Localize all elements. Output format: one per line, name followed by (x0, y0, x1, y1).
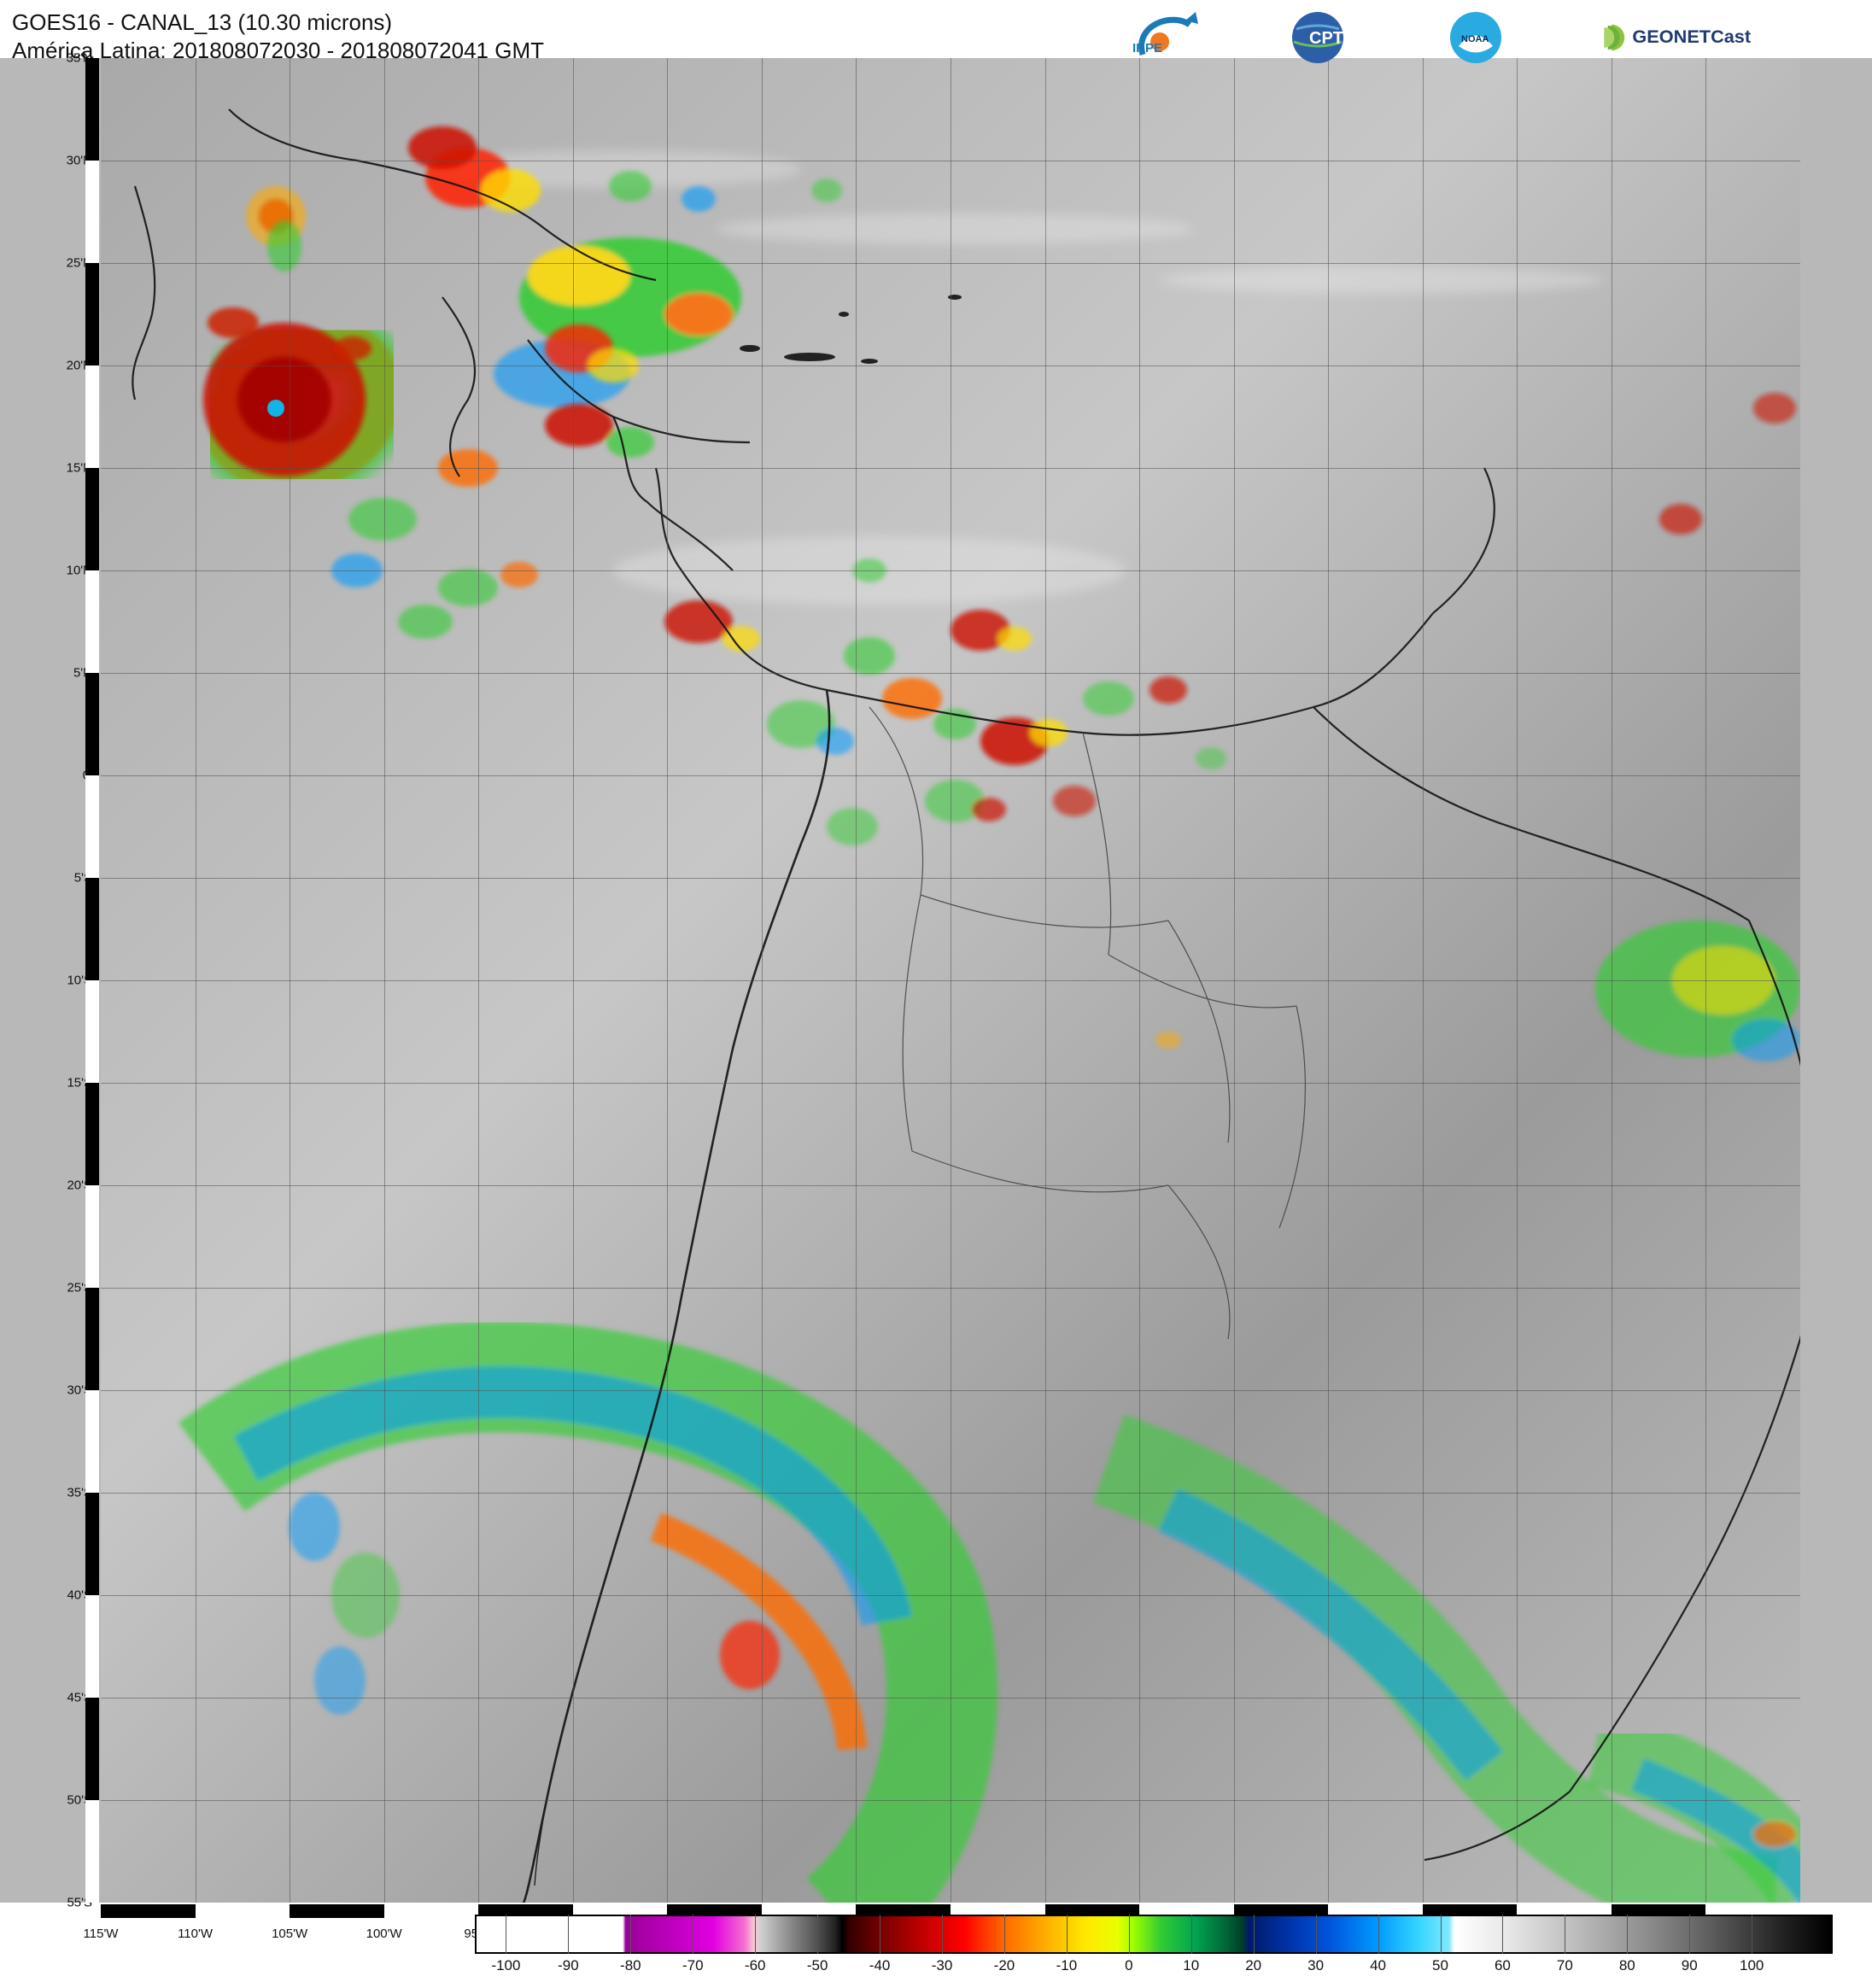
lat-bar-segment-7 (85, 775, 99, 878)
header-title: GOES16 - CANAL_13 (10.30 microns) (12, 9, 544, 37)
lat-bar-segment-0 (85, 58, 99, 161)
scale-label-100: 100 (1740, 1957, 1764, 1974)
latitude-tick-bar (85, 58, 99, 1903)
lon-bar-segment-2 (290, 1904, 384, 1918)
gridline-vertical-6 (667, 58, 668, 1903)
scale-tick--10 (1067, 1915, 1068, 1954)
lat-bar-segment-9 (85, 980, 99, 1083)
scale-label-80: 80 (1619, 1957, 1635, 1974)
scale-label-0: 0 (1125, 1957, 1132, 1974)
scale-tick--80 (630, 1915, 631, 1954)
scale-label--40: -40 (869, 1957, 891, 1974)
scale-label--70: -70 (682, 1957, 704, 1974)
lat-bar-segment-17 (85, 1800, 99, 1903)
lat-bar-segment-5 (85, 570, 99, 673)
scale-label--80: -80 (620, 1957, 641, 1974)
scale-tick-60 (1502, 1915, 1503, 1954)
hurricane-system (203, 307, 378, 477)
scale-tick-20 (1254, 1915, 1255, 1954)
lon-label-115W: 115'W (84, 1927, 119, 1941)
scale-tick--20 (1004, 1915, 1005, 1954)
scale-label--100: -100 (491, 1957, 520, 1974)
lon-bar-segment-0 (101, 1904, 196, 1918)
scale-label--90: -90 (558, 1957, 579, 1974)
gridline-vertical-11 (1139, 58, 1140, 1903)
lat-bar-segment-14 (85, 1493, 99, 1595)
scale-tick-40 (1378, 1915, 1379, 1954)
lon-label-100W: 100'W (366, 1927, 402, 1941)
lat-bar-segment-8 (85, 878, 99, 980)
svg-text:GEONETCast: GEONETCast (1632, 26, 1751, 47)
scale-label--50: -50 (807, 1957, 828, 1974)
lat-bar-segment-13 (85, 1390, 99, 1493)
lat-bar-segment-11 (85, 1185, 99, 1288)
lat-bar-segment-6 (85, 673, 99, 775)
svg-text:CPTEC: CPTEC (1309, 29, 1367, 48)
geonetcast-logo: GEONETCast (1595, 5, 1758, 70)
lat-bar-segment-1 (85, 161, 99, 263)
scale-label-20: 20 (1245, 1957, 1261, 1974)
satellite-image-viewer: GOES16 - CANAL_13 (10.30 microns) Améric… (0, 0, 1872, 1988)
scale-label-10: 10 (1183, 1957, 1199, 1974)
gridline-vertical-5 (573, 58, 574, 1903)
scale-tick-10 (1191, 1915, 1192, 1954)
svg-text:INPE: INPE (1132, 41, 1162, 56)
lat-bar-segment-15 (85, 1595, 99, 1698)
gridline-vertical-12 (1234, 58, 1235, 1903)
scale-label-30: 30 (1307, 1957, 1324, 1974)
scale-label-70: 70 (1557, 1957, 1573, 1974)
scale-label-60: 60 (1495, 1957, 1511, 1974)
cptec-logo: CPTEC (1275, 5, 1437, 70)
gridline-vertical-3 (384, 58, 385, 1903)
scale-label-50: 50 (1432, 1957, 1448, 1974)
lon-bar-segment-3 (384, 1904, 479, 1918)
temperature-color-scale[interactable]: -100 -90 -80 -70 -60 -50 -40 -30 -20 -10 0 10 20 30 40… (475, 1915, 1872, 1988)
lat-bar-segment-3 (85, 365, 99, 468)
scale-tick--90 (568, 1915, 569, 1954)
lat-bar-segment-4 (85, 468, 99, 570)
scale-tick--50 (817, 1915, 818, 1954)
gridline-vertical-17 (1705, 58, 1706, 1903)
satellite-map: 35'N30'N25'N20'N15'N10'N5'N0'5'S10'S15'S… (0, 58, 1872, 1903)
image-header: GOES16 - CANAL_13 (10.30 microns) Améric… (12, 9, 544, 64)
gridline-vertical-15 (1517, 58, 1518, 1903)
scale-tick-30 (1316, 1915, 1317, 1954)
svg-text:NOAA: NOAA (1461, 34, 1489, 44)
lon-label-105W: 105'W (272, 1927, 307, 1941)
header-subtitle: América Latina: 201808072030 - 201808072… (12, 37, 544, 65)
scale-tick-80 (1627, 1915, 1628, 1954)
scale-tick-0 (1129, 1915, 1130, 1954)
scale-tick-50 (1441, 1915, 1442, 1954)
latitude-axis: 35'N30'N25'N20'N15'N10'N5'N0'5'S10'S15'S… (0, 58, 101, 1903)
gridline-vertical-4 (478, 58, 479, 1903)
scale-tick--60 (755, 1915, 756, 1954)
gridline-vertical-14 (1423, 58, 1424, 1903)
lon-label-110W: 110'W (178, 1927, 213, 1941)
color-scale-gradient (475, 1915, 1833, 1954)
gridline-vertical-10 (1045, 58, 1046, 1903)
scale-label--30: -30 (932, 1957, 953, 1974)
scale-tick--30 (942, 1915, 943, 1954)
lat-bar-segment-2 (85, 263, 99, 365)
lat-bar-segment-10 (85, 1083, 99, 1185)
scale-tick-90 (1689, 1915, 1690, 1954)
gridline-vertical-8 (856, 58, 857, 1903)
gridline-vertical-13 (1328, 58, 1329, 1903)
lat-bar-segment-12 (85, 1288, 99, 1390)
lon-bar-segment-1 (196, 1904, 290, 1918)
lat-bar-segment-16 (85, 1698, 99, 1800)
scale-label--60: -60 (745, 1957, 766, 1974)
scale-label--10: -10 (1056, 1957, 1078, 1974)
partner-logos: INPE CPTEC NOAA (1117, 5, 1860, 70)
gridline-vertical-7 (762, 58, 763, 1903)
inpe-logo: INPE (1117, 5, 1279, 70)
scale-label-40: 40 (1370, 1957, 1386, 1974)
scale-label--20: -20 (994, 1957, 1015, 1974)
scale-label-90: 90 (1682, 1957, 1698, 1974)
noaa-logo: NOAA (1433, 5, 1595, 70)
